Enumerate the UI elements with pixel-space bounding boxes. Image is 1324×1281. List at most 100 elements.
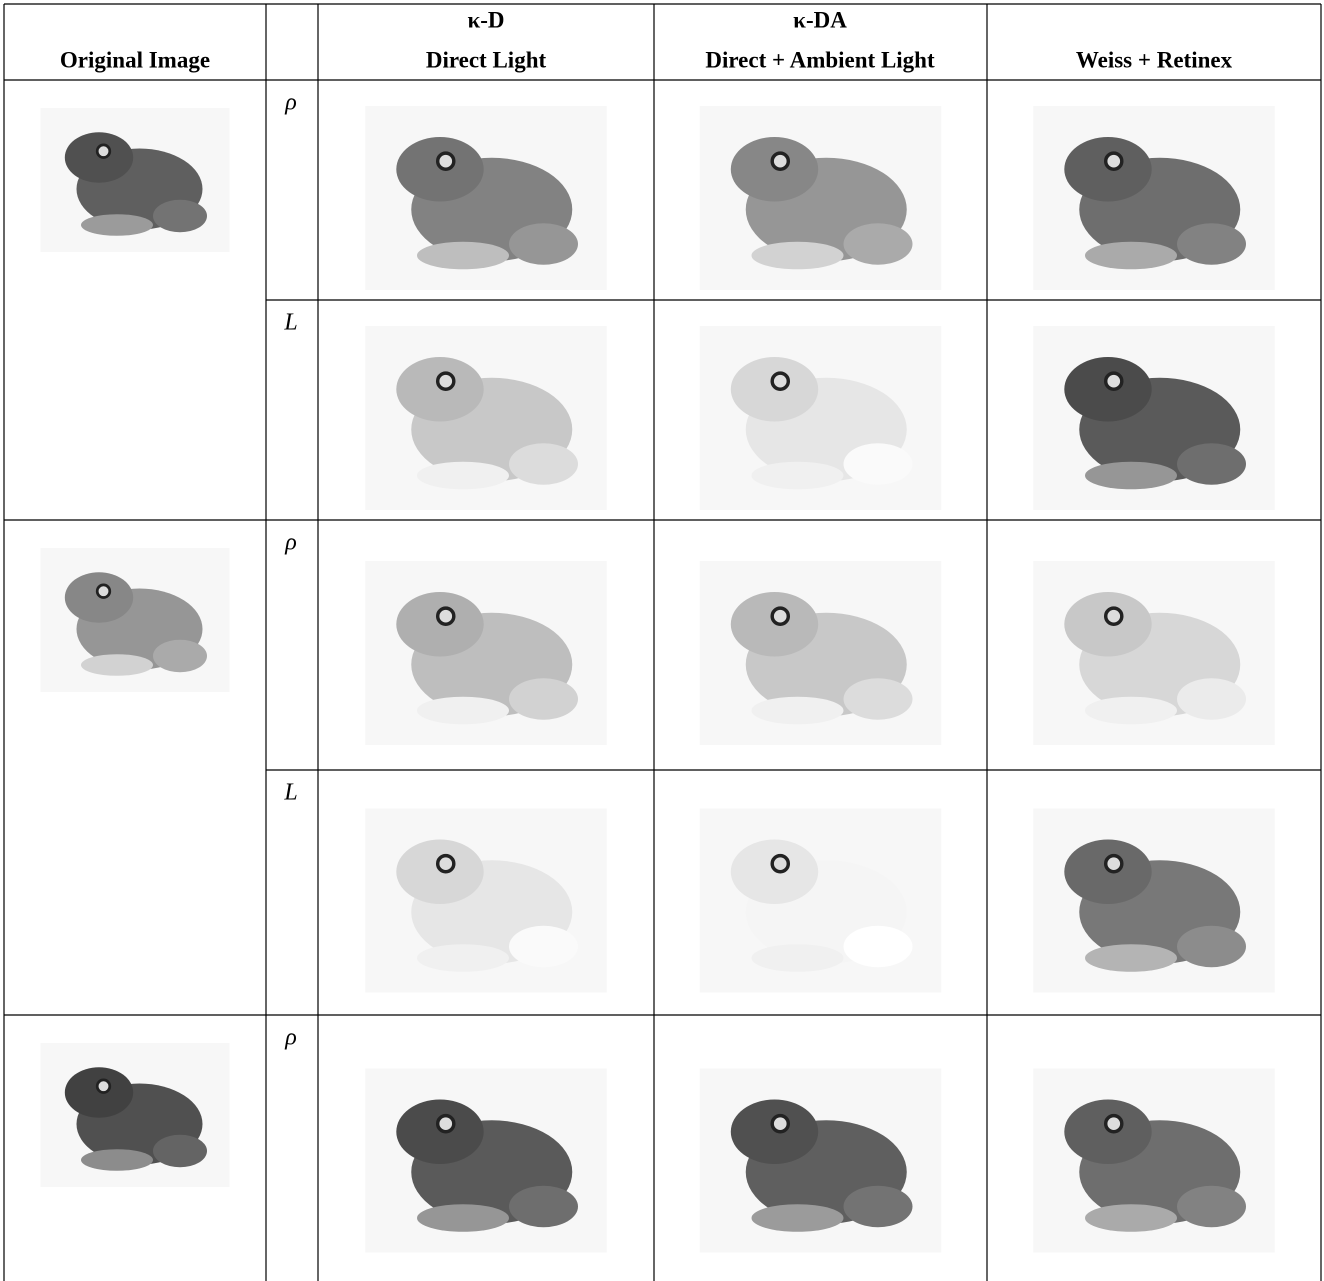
foot — [751, 944, 844, 972]
foot — [1085, 241, 1177, 270]
eye — [1103, 371, 1124, 391]
eye — [435, 853, 456, 874]
result-image — [1033, 106, 1275, 290]
result-image — [365, 106, 607, 290]
row-label: L — [283, 780, 297, 806]
eye — [1103, 1113, 1124, 1134]
leg — [843, 223, 913, 265]
head — [396, 137, 484, 202]
eye — [435, 606, 456, 626]
head — [64, 1067, 134, 1118]
result-image — [699, 106, 942, 290]
head — [730, 137, 819, 202]
head — [396, 357, 484, 422]
leg — [843, 925, 913, 968]
row-label: ρ — [284, 1025, 297, 1051]
leg — [1177, 1185, 1246, 1228]
head — [64, 572, 134, 623]
foot — [417, 1204, 509, 1232]
header-original: Original Image — [60, 47, 210, 72]
result-image — [365, 326, 607, 510]
result-image — [1033, 808, 1275, 993]
foot — [81, 1149, 153, 1171]
result-image — [699, 326, 942, 510]
foot — [1085, 461, 1177, 490]
leg — [1177, 443, 1246, 485]
leg — [153, 199, 207, 233]
foot — [81, 214, 153, 236]
leg — [153, 1134, 207, 1168]
eye — [770, 371, 791, 391]
header-kda-label: Direct + Ambient Light — [705, 47, 935, 72]
eye — [770, 606, 791, 626]
head — [730, 1099, 819, 1164]
leg — [509, 925, 578, 968]
result-image — [699, 561, 942, 745]
result-image — [699, 1068, 942, 1253]
head — [730, 839, 819, 904]
head — [64, 132, 134, 183]
leg — [843, 678, 913, 720]
foot — [417, 241, 509, 270]
eye — [770, 1113, 791, 1134]
original-image — [40, 108, 230, 252]
head — [1064, 357, 1152, 422]
foot — [1085, 944, 1177, 972]
head — [396, 592, 484, 657]
foot — [417, 461, 509, 490]
foot — [751, 461, 844, 490]
foot — [751, 241, 844, 270]
foot — [417, 696, 509, 725]
result-image — [365, 1068, 607, 1253]
row-label: L — [283, 310, 297, 336]
header-kda-symbol: κ-DA — [793, 7, 847, 32]
eye — [1103, 853, 1124, 874]
eye — [1103, 606, 1124, 626]
foot — [417, 944, 509, 972]
result-image — [699, 808, 942, 993]
eye — [1103, 151, 1124, 171]
leg — [509, 223, 578, 265]
eye — [770, 151, 791, 171]
leg — [509, 678, 578, 720]
head — [730, 592, 819, 657]
eye — [435, 371, 456, 391]
leg — [509, 1185, 578, 1228]
result-image — [365, 561, 607, 745]
head — [396, 839, 484, 904]
head — [730, 357, 819, 422]
leg — [1177, 223, 1246, 265]
header-weiss: Weiss + Retinex — [1076, 47, 1233, 72]
leg — [509, 443, 578, 485]
head — [1064, 1099, 1152, 1164]
head — [1064, 137, 1152, 202]
eye — [435, 1113, 456, 1134]
row-label: ρ — [284, 530, 297, 556]
leg — [843, 1185, 913, 1228]
foot — [751, 696, 844, 725]
row-label: ρ — [284, 90, 297, 116]
result-image — [365, 808, 607, 993]
result-image — [1033, 1068, 1275, 1253]
leg — [1177, 678, 1246, 720]
result-image — [1033, 561, 1275, 745]
original-image — [40, 548, 230, 692]
original-image — [40, 1043, 230, 1187]
header-kd-label: Direct Light — [426, 47, 547, 72]
eye — [770, 853, 791, 874]
foot — [1085, 1204, 1177, 1232]
foot — [1085, 696, 1177, 725]
head — [396, 1099, 484, 1164]
eye — [435, 151, 456, 171]
head — [1064, 592, 1152, 657]
foot — [81, 654, 153, 676]
eye — [95, 1078, 112, 1094]
leg — [843, 443, 913, 485]
leg — [153, 639, 207, 673]
eye — [95, 583, 112, 599]
eye — [95, 143, 112, 159]
header-kd-symbol: κ-D — [467, 7, 504, 32]
foot — [751, 1204, 844, 1232]
result-image — [1033, 326, 1275, 510]
